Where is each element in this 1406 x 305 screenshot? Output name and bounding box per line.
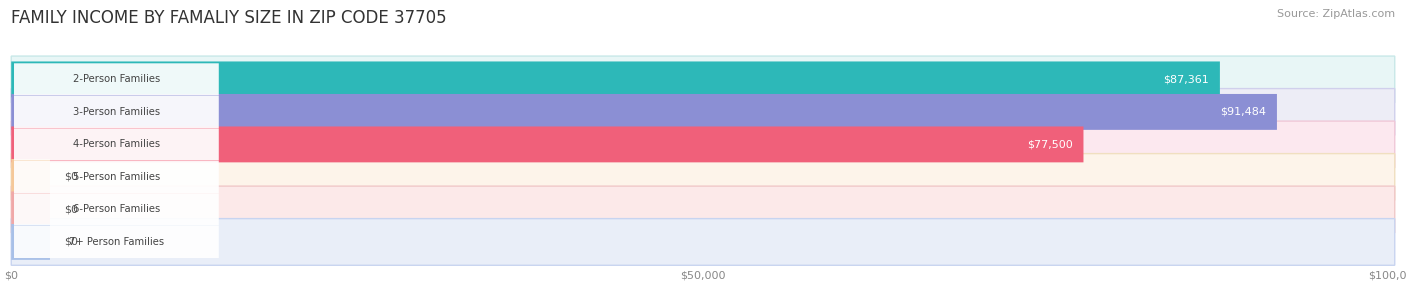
FancyBboxPatch shape bbox=[11, 154, 1395, 200]
FancyBboxPatch shape bbox=[11, 192, 51, 228]
FancyBboxPatch shape bbox=[11, 94, 1277, 130]
Text: 6-Person Families: 6-Person Families bbox=[73, 204, 160, 214]
FancyBboxPatch shape bbox=[11, 159, 51, 195]
FancyBboxPatch shape bbox=[14, 161, 219, 193]
FancyBboxPatch shape bbox=[14, 63, 219, 95]
Text: $0: $0 bbox=[63, 204, 77, 214]
FancyBboxPatch shape bbox=[14, 128, 219, 160]
FancyBboxPatch shape bbox=[11, 121, 1395, 168]
Text: Source: ZipAtlas.com: Source: ZipAtlas.com bbox=[1277, 9, 1395, 19]
FancyBboxPatch shape bbox=[11, 219, 1395, 265]
Text: $91,484: $91,484 bbox=[1220, 107, 1265, 117]
Text: 3-Person Families: 3-Person Families bbox=[73, 107, 160, 117]
FancyBboxPatch shape bbox=[11, 56, 1395, 103]
FancyBboxPatch shape bbox=[14, 96, 219, 128]
Text: 4-Person Families: 4-Person Families bbox=[73, 139, 160, 149]
FancyBboxPatch shape bbox=[11, 186, 1395, 233]
Text: 2-Person Families: 2-Person Families bbox=[73, 74, 160, 84]
FancyBboxPatch shape bbox=[11, 127, 1084, 162]
Text: $87,361: $87,361 bbox=[1163, 74, 1209, 84]
Text: FAMILY INCOME BY FAMALIY SIZE IN ZIP CODE 37705: FAMILY INCOME BY FAMALIY SIZE IN ZIP COD… bbox=[11, 9, 447, 27]
FancyBboxPatch shape bbox=[11, 224, 51, 260]
Text: 5-Person Families: 5-Person Families bbox=[73, 172, 160, 182]
FancyBboxPatch shape bbox=[14, 193, 219, 225]
Text: 7+ Person Families: 7+ Person Families bbox=[69, 237, 165, 247]
FancyBboxPatch shape bbox=[11, 61, 1220, 97]
Text: $0: $0 bbox=[63, 237, 77, 247]
FancyBboxPatch shape bbox=[11, 88, 1395, 135]
Text: $77,500: $77,500 bbox=[1026, 139, 1073, 149]
FancyBboxPatch shape bbox=[14, 226, 219, 258]
Text: $0: $0 bbox=[63, 172, 77, 182]
